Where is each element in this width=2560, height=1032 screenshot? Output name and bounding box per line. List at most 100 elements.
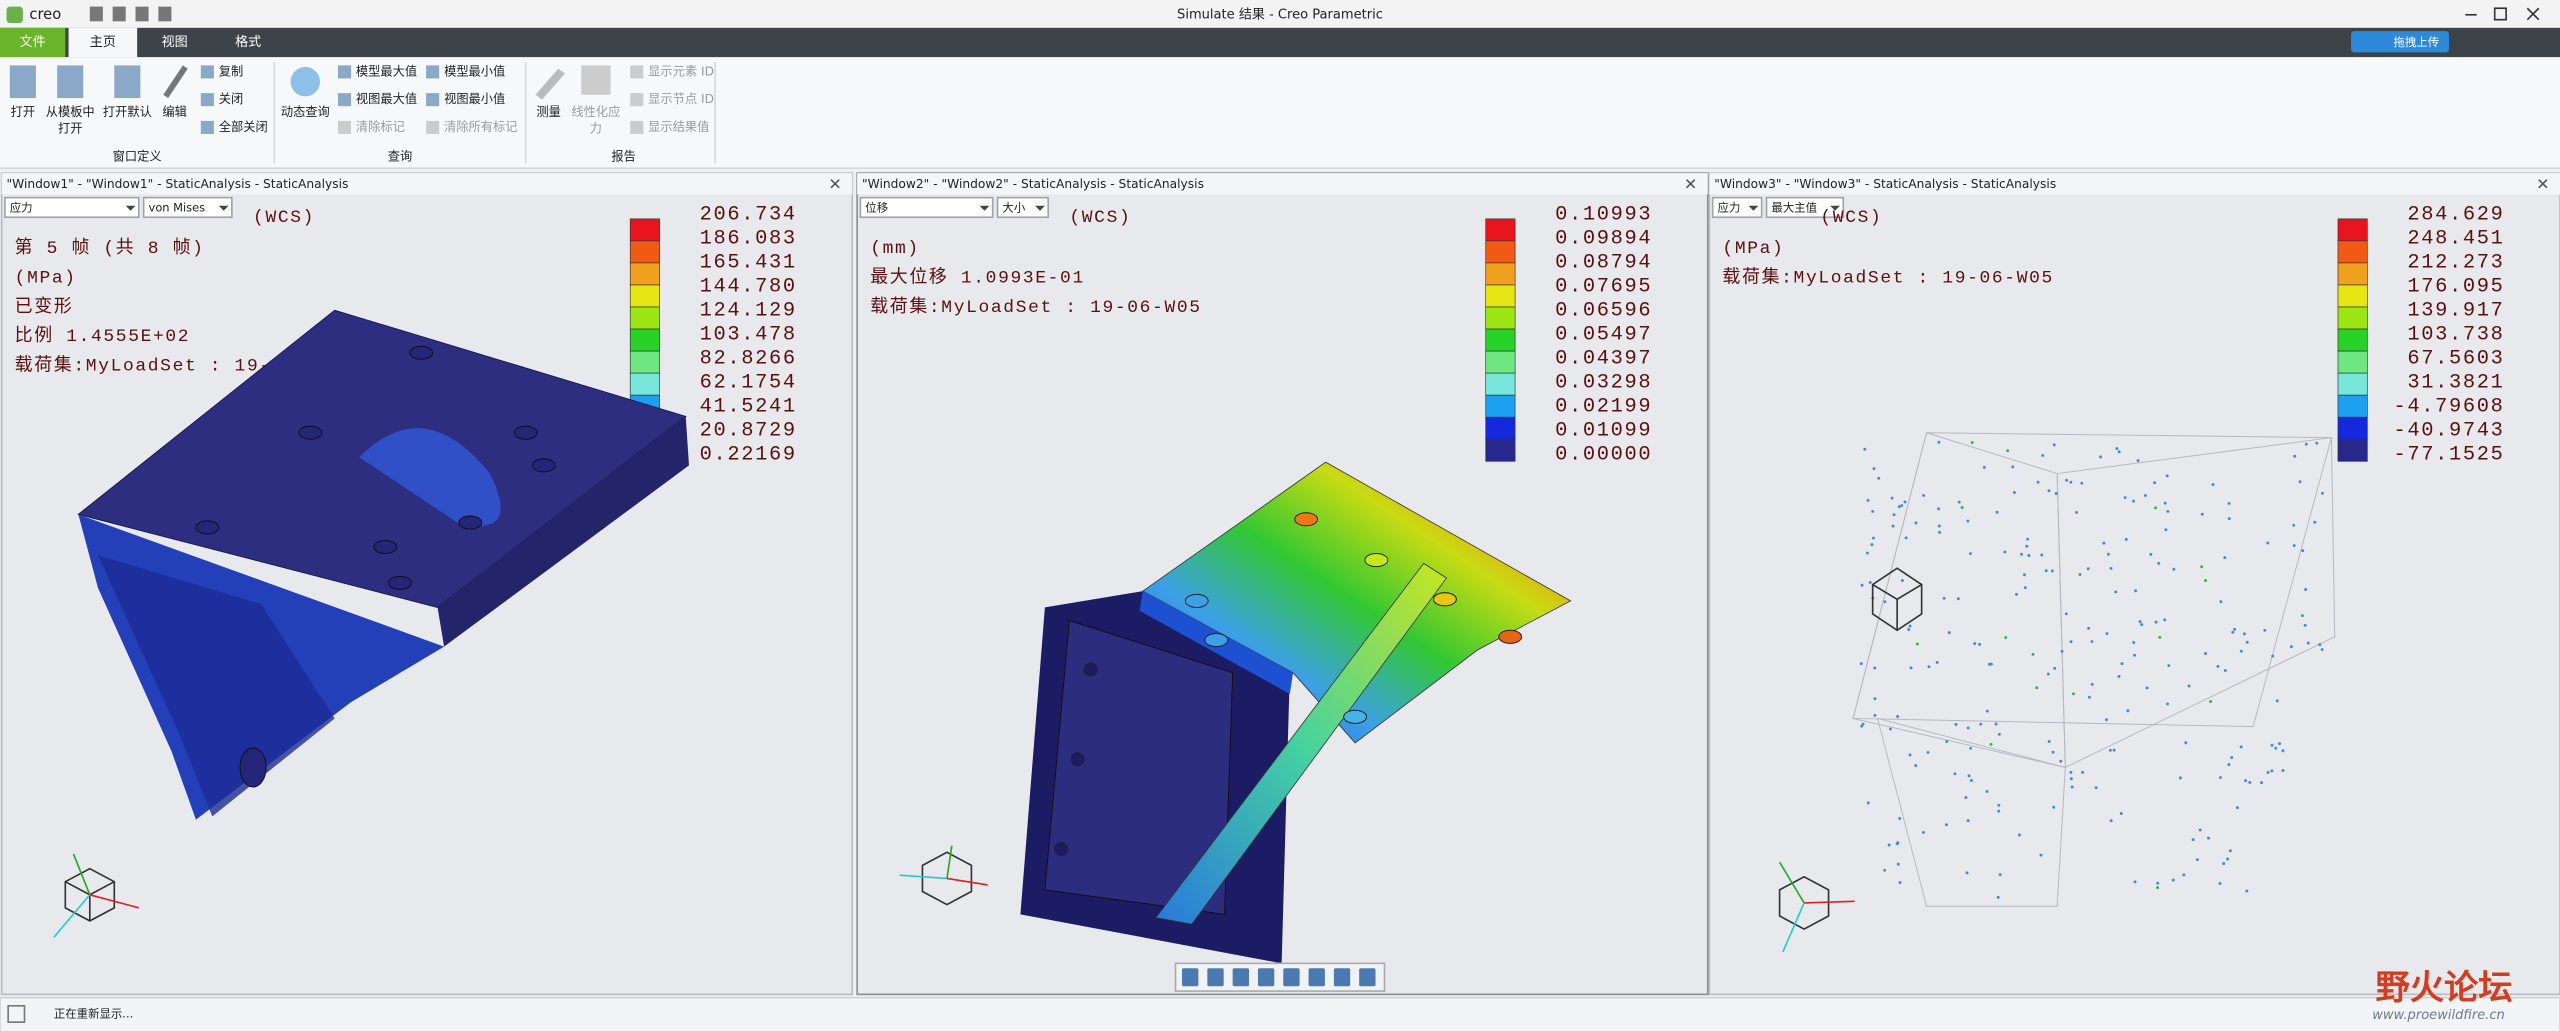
legend-swatch — [2337, 350, 2368, 374]
view-tool[interactable] — [1308, 968, 1325, 987]
stress-point — [2219, 600, 2223, 604]
dropdown-value[interactable]: 应力 — [1718, 201, 1741, 215]
legend-value: 0.10993 — [1555, 203, 1652, 226]
button-label[interactable]: 关闭 — [219, 92, 243, 106]
view-tool[interactable] — [1232, 968, 1249, 987]
button-label[interactable]: 复制 — [219, 64, 243, 78]
dropdown-arrow[interactable] — [1035, 205, 1045, 211]
legend-value: 67.5603 — [2407, 347, 2504, 370]
stress-point — [2132, 641, 2136, 644]
stress-point — [2315, 441, 2319, 445]
dropdown[interactable] — [859, 196, 994, 219]
button-label[interactable]: 视图最小值 — [444, 91, 505, 106]
stress-point — [2289, 645, 2293, 649]
viewport-close[interactable] — [2538, 179, 2548, 189]
legend-value: 176.095 — [2407, 275, 2504, 298]
save-button[interactable] — [135, 6, 149, 22]
button-label[interactable]: 打开默认 — [103, 104, 152, 119]
stress-point — [1865, 551, 1869, 555]
button-label: 清除所有标记 — [444, 119, 517, 134]
stress-point — [2156, 886, 2160, 890]
upload-button[interactable] — [2351, 31, 2449, 53]
dropdown-arrow[interactable] — [979, 205, 990, 211]
dropdown-value[interactable]: von Mises — [149, 201, 206, 215]
dropdown-arrow[interactable] — [125, 205, 136, 211]
stress-point — [2195, 858, 2199, 862]
view-tool[interactable] — [1207, 968, 1224, 987]
tab-label[interactable]: 视图 — [162, 35, 188, 50]
stress-point — [2031, 652, 2035, 656]
legend-swatch — [629, 218, 660, 242]
view-tool[interactable] — [1333, 968, 1351, 987]
stress-point — [1900, 504, 1904, 508]
dropdown-value[interactable]: 位移 — [865, 201, 888, 215]
stress-point — [2306, 641, 2310, 645]
stress-point — [1985, 789, 1989, 793]
legend-swatch — [1485, 218, 1516, 242]
legend-swatch — [2337, 262, 2368, 286]
button-label[interactable]: 动态查询 — [281, 105, 330, 119]
file-tab[interactable] — [0, 27, 66, 58]
dropdown-value[interactable]: 最大主值 — [1771, 201, 1817, 215]
stress-point — [1966, 519, 1970, 523]
button-label[interactable]: 打开 — [58, 122, 82, 136]
view-tool[interactable] — [1283, 968, 1300, 987]
upload-label[interactable]: 拖拽上传 — [2394, 35, 2440, 49]
legend-swatch — [2337, 416, 2368, 440]
view-tool[interactable] — [1359, 968, 1376, 987]
button-label[interactable]: 全部关闭 — [219, 119, 268, 134]
viewport-close[interactable] — [1685, 179, 1696, 189]
tab-label[interactable]: 格式 — [235, 34, 261, 50]
button-label[interactable]: 模型最小值 — [444, 63, 505, 78]
button-label[interactable]: 打开 — [11, 105, 35, 119]
dropdown[interactable] — [4, 196, 140, 219]
button-label[interactable]: 视图最大值 — [356, 91, 417, 106]
view-tool[interactable] — [1257, 968, 1275, 987]
button-label[interactable]: 模型最大值 — [356, 63, 417, 78]
stress-point — [2204, 652, 2208, 655]
tab-label[interactable]: 主页 — [90, 35, 116, 50]
button-label[interactable]: 从模板中 — [46, 104, 95, 119]
dropdown-arrow[interactable] — [1748, 205, 1759, 211]
model-2 — [1020, 461, 1572, 964]
tab-label[interactable]: 文件 — [20, 35, 46, 50]
status-icon[interactable] — [7, 1004, 26, 1023]
dropdown-value[interactable]: 大小 — [1002, 201, 1025, 215]
stress-point — [2133, 880, 2137, 884]
button-label: 清除标记 — [356, 119, 405, 134]
button-label[interactable]: 测量 — [536, 105, 560, 119]
stress-point — [2004, 636, 2008, 639]
dropdown-value[interactable]: 应力 — [10, 201, 33, 215]
home-tab[interactable] — [68, 27, 138, 58]
view-tool[interactable] — [1182, 968, 1199, 987]
stress-point — [2171, 878, 2175, 882]
maximize[interactable] — [2493, 7, 2507, 21]
dropdown-arrow[interactable] — [1830, 205, 1840, 211]
new-button[interactable] — [89, 6, 103, 22]
dropdown-arrow[interactable] — [218, 205, 229, 211]
legend-value: 284.629 — [2407, 203, 2504, 226]
viewport-frame — [1708, 172, 2560, 996]
close-button[interactable] — [158, 6, 172, 22]
open-button[interactable] — [112, 6, 126, 22]
stress-point — [2035, 686, 2039, 690]
stress-point — [1863, 447, 1867, 451]
dropdown[interactable] — [1711, 196, 1763, 219]
stress-point — [1908, 624, 1912, 628]
viewport-close[interactable] — [830, 179, 840, 189]
viewport-title: "Window1" - "Window1" - StaticAnalysis -… — [7, 177, 349, 191]
dropdown[interactable] — [996, 196, 1049, 219]
stress-point — [1861, 722, 1865, 726]
stress-point — [2109, 566, 2113, 570]
stress-point — [2191, 838, 2195, 842]
dropdown[interactable] — [1765, 196, 1845, 219]
close[interactable] — [2526, 7, 2540, 21]
stress-point — [2149, 552, 2153, 556]
button-label[interactable]: 编辑 — [162, 104, 186, 119]
ribbon-icons — [9, 65, 644, 134]
dropdown[interactable] — [142, 196, 233, 219]
stress-point — [1926, 750, 1930, 754]
group-label: 窗口定义 — [113, 148, 162, 163]
coord-system: (WCS) — [1820, 208, 1882, 228]
stress-point — [2134, 589, 2137, 593]
